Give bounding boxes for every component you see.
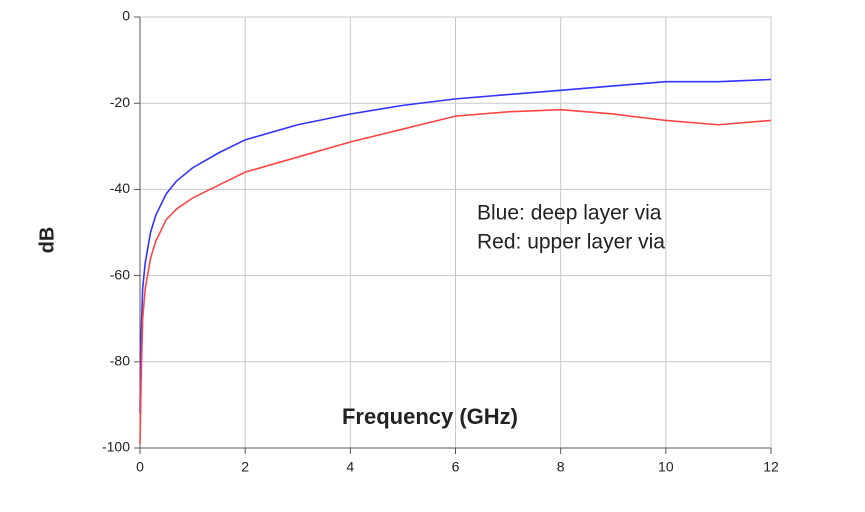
y-tick-label: -100 xyxy=(102,439,130,455)
x-tick-label: 4 xyxy=(346,459,354,475)
x-axis-label: Frequency (GHz) xyxy=(342,404,518,429)
legend-entry: Blue: deep layer via xyxy=(477,202,662,225)
x-tick-label: 2 xyxy=(241,459,249,475)
legend-entry: Red: upper layer via xyxy=(477,231,665,254)
series-line xyxy=(139,78,772,414)
y-tick-label: -60 xyxy=(110,266,130,282)
x-tick-label: 8 xyxy=(557,459,565,475)
y-tick-label: -20 xyxy=(110,94,130,110)
x-tick-label: 6 xyxy=(452,459,460,475)
y-tick-label: -80 xyxy=(110,353,130,369)
y-tick-label: 0 xyxy=(122,8,130,24)
y-axis-label: dB xyxy=(36,227,58,254)
x-tick-label: 0 xyxy=(136,459,144,475)
y-tick-label: -40 xyxy=(110,180,130,196)
x-tick-label: 10 xyxy=(658,459,674,475)
x-tick-label: 12 xyxy=(763,459,779,475)
series-line xyxy=(139,108,772,444)
